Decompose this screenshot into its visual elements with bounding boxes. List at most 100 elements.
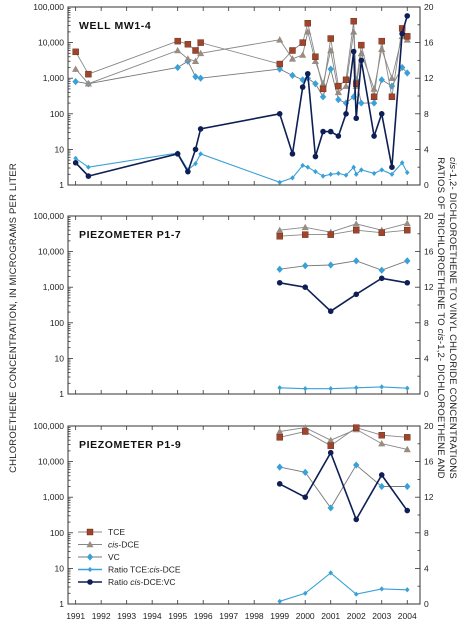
- x-tick-label: 1997: [219, 611, 238, 621]
- data-point: [379, 167, 385, 173]
- left-tick-label: 10,000: [38, 247, 64, 257]
- data-point: [353, 257, 360, 265]
- data-point: [289, 151, 296, 157]
- data-point: [327, 436, 335, 443]
- data-point: [353, 291, 360, 298]
- legend-label: Ratio cis-DCE:VC: [108, 577, 176, 587]
- data-point: [276, 279, 283, 286]
- data-point: [327, 128, 334, 135]
- data-point: [335, 133, 342, 139]
- left-tick-label: 1: [59, 389, 64, 399]
- data-point: [198, 151, 203, 157]
- data-point: [350, 17, 357, 25]
- left-tick-label: 10: [55, 144, 65, 154]
- data-point: [358, 41, 365, 49]
- data-point: [404, 587, 410, 593]
- data-point: [328, 171, 334, 177]
- data-point: [184, 55, 192, 62]
- data-point: [388, 74, 396, 81]
- data-point: [85, 70, 92, 78]
- data-point: [353, 115, 360, 122]
- y-axis-title-left: CHLOROETHENE CONCENTRATION, IN MICROGRAM…: [8, 163, 19, 473]
- data-point: [319, 85, 327, 93]
- data-point: [276, 463, 283, 471]
- panel-3: 1 10 100 1,000 10,000 100,000 0 4 8 12 16 20 PIEZOME…: [33, 421, 433, 609]
- data-point: [174, 151, 181, 157]
- right-tick-label: 4: [424, 353, 429, 363]
- data-point: [399, 30, 405, 37]
- data-point: [342, 76, 350, 84]
- data-point: [357, 49, 365, 57]
- series-tce: [276, 424, 411, 449]
- data-point: [290, 175, 295, 181]
- x-tick-label: 1993: [117, 611, 136, 621]
- data-point: [276, 427, 284, 435]
- left-tick-label: 1,000: [43, 492, 65, 502]
- data-point: [353, 424, 360, 431]
- data-point: [305, 164, 311, 170]
- data-point: [288, 55, 297, 62]
- right-tick-label: 20: [424, 421, 434, 431]
- data-point: [276, 60, 283, 68]
- data-point: [404, 69, 411, 77]
- data-point: [378, 472, 385, 478]
- data-point: [404, 257, 411, 265]
- data-point: [404, 385, 410, 391]
- data-point: [379, 384, 385, 390]
- data-point: [343, 172, 349, 178]
- x-tick-label: 1995: [168, 611, 187, 621]
- data-point: [328, 570, 334, 576]
- right-tick-label: 20: [424, 211, 434, 221]
- series-tce: [72, 17, 411, 101]
- panel-title: PIEZOMETER P1-9: [79, 439, 181, 451]
- x-tick-label: 1992: [92, 611, 111, 621]
- data-point: [174, 37, 181, 45]
- data-point: [197, 74, 204, 82]
- left-tick-label: 100,000: [33, 2, 64, 12]
- legend-marker: [86, 553, 94, 561]
- data-point: [342, 82, 350, 89]
- data-point: [304, 70, 311, 77]
- series-ratio-tce-cis-dce: [73, 150, 410, 185]
- legend-marker: [87, 566, 93, 573]
- data-point: [300, 162, 305, 169]
- data-point: [302, 468, 309, 476]
- x-tick-label: 1994: [143, 611, 162, 621]
- x-tick-label: 2001: [321, 611, 340, 621]
- data-point: [371, 133, 377, 139]
- series-line: [279, 427, 408, 450]
- legend-item: cis-DCE: [78, 540, 139, 550]
- data-point: [197, 49, 205, 57]
- data-point: [352, 220, 360, 227]
- data-point: [335, 82, 342, 90]
- data-point: [404, 226, 411, 234]
- data-point: [353, 171, 359, 177]
- panel-1: 1 10 100 1,000 10,000 100,000 0 4 8 12 16 20 WELL MW…: [33, 2, 433, 190]
- data-point: [197, 39, 204, 46]
- legend-label: Ratio TCE:cis-DCE: [108, 565, 181, 575]
- data-point: [404, 33, 411, 40]
- left-tick-label: 1,000: [43, 73, 65, 83]
- data-point: [403, 445, 411, 453]
- data-point: [327, 261, 334, 269]
- data-point: [389, 164, 395, 170]
- data-point: [378, 111, 385, 117]
- data-point: [328, 386, 334, 392]
- data-point: [276, 226, 284, 233]
- data-point: [335, 96, 342, 104]
- data-point: [276, 233, 283, 240]
- data-point: [370, 93, 378, 101]
- legend-marker: [86, 528, 94, 536]
- data-point: [327, 504, 334, 512]
- data-point: [276, 265, 283, 273]
- data-point: [351, 164, 356, 170]
- legend-item: Ratio cis-DCE:VC: [78, 577, 176, 587]
- left-tick-label: 1: [59, 599, 64, 609]
- data-point: [327, 442, 334, 449]
- series-line: [279, 572, 408, 602]
- data-point: [313, 169, 318, 175]
- data-point: [302, 231, 309, 238]
- data-point: [398, 63, 406, 72]
- series-tce: [276, 226, 411, 240]
- data-point: [185, 168, 191, 175]
